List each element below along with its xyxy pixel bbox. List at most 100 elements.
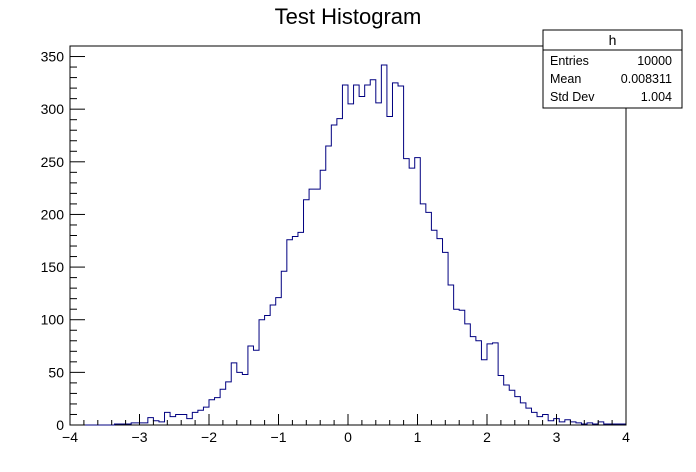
x-tick-label: −2 bbox=[201, 429, 217, 445]
histogram-bin bbox=[237, 372, 243, 425]
histogram-bin bbox=[470, 337, 476, 425]
histogram-bin bbox=[376, 103, 382, 425]
histogram-bin bbox=[370, 80, 376, 425]
histogram-bin bbox=[548, 421, 554, 425]
stats-value-entries: 10000 bbox=[637, 54, 672, 68]
y-tick-label: 50 bbox=[48, 364, 64, 380]
histogram-bins bbox=[114, 65, 626, 425]
histogram-bin bbox=[459, 310, 465, 425]
histogram-bin bbox=[515, 397, 521, 425]
histogram-bin bbox=[426, 212, 432, 425]
histogram-bin bbox=[381, 65, 387, 425]
y-tick-label: 350 bbox=[41, 49, 65, 65]
histogram-bin bbox=[359, 97, 365, 425]
histogram-bin bbox=[153, 421, 159, 425]
histogram-bin bbox=[498, 376, 504, 425]
y-tick-label: 200 bbox=[41, 206, 65, 222]
histogram-bin bbox=[337, 119, 343, 425]
stats-box-title: h bbox=[609, 32, 617, 48]
histogram-bin bbox=[259, 320, 265, 425]
stats-box: h Entries 10000 Mean 0.008311 Std Dev 1.… bbox=[542, 29, 683, 109]
histogram-bin bbox=[304, 200, 310, 425]
histogram-bin bbox=[409, 168, 415, 425]
stats-box-frame bbox=[542, 29, 683, 109]
stats-label-entries: Entries bbox=[550, 54, 589, 68]
y-tick-label: 100 bbox=[41, 312, 65, 328]
histogram-bin bbox=[431, 230, 437, 425]
histogram-bin bbox=[176, 414, 182, 425]
histogram-bin bbox=[198, 410, 204, 425]
histogram-bin bbox=[298, 232, 304, 425]
x-tick-label: −1 bbox=[271, 429, 287, 445]
stats-value-std-dev: 1.004 bbox=[641, 90, 672, 104]
x-tick-label: 1 bbox=[414, 429, 422, 445]
histogram-bin bbox=[265, 316, 271, 425]
x-tick-label: −3 bbox=[132, 429, 148, 445]
y-tick-label: 0 bbox=[56, 417, 64, 433]
histogram-bin bbox=[253, 350, 259, 425]
histogram-bin bbox=[203, 407, 209, 425]
histogram-bin bbox=[270, 305, 276, 425]
histogram-bin bbox=[276, 298, 282, 425]
histogram-bin bbox=[481, 360, 487, 425]
histogram-bin bbox=[387, 117, 393, 425]
histogram-bin bbox=[148, 418, 154, 425]
histogram-bin bbox=[287, 240, 293, 425]
stats-label-std-dev: Std Dev bbox=[550, 90, 595, 104]
histogram-bin bbox=[476, 341, 482, 425]
histogram-bin bbox=[487, 344, 493, 425]
histogram-bin bbox=[292, 237, 298, 425]
histogram-bin bbox=[315, 189, 321, 425]
y-axis: 0 50 100 150 200 250 300 350 bbox=[41, 45, 85, 433]
histogram-bin bbox=[342, 85, 348, 425]
histogram-bin bbox=[448, 285, 454, 425]
histogram-bin bbox=[509, 390, 515, 425]
histogram-bin bbox=[326, 146, 332, 425]
histogram-bin bbox=[226, 382, 232, 425]
y-tick-label: 300 bbox=[41, 101, 65, 117]
histogram-bin bbox=[437, 239, 443, 425]
x-tick-label: 4 bbox=[622, 429, 630, 445]
histogram-bin bbox=[309, 189, 315, 425]
histogram-bin bbox=[504, 385, 510, 425]
histogram-bin bbox=[493, 343, 499, 425]
histogram-bin bbox=[220, 389, 226, 425]
chart-title: Test Histogram bbox=[275, 4, 422, 29]
histogram-bin bbox=[565, 420, 571, 425]
histogram-bin bbox=[248, 346, 254, 425]
histogram-bin bbox=[365, 85, 371, 425]
histogram-bin bbox=[242, 374, 248, 425]
histogram-bin bbox=[398, 86, 404, 425]
histogram-outline bbox=[70, 64, 627, 426]
x-tick-label: −4 bbox=[62, 429, 78, 445]
histogram-bin bbox=[170, 417, 176, 425]
histogram-bin bbox=[331, 125, 337, 425]
histogram-bin bbox=[209, 400, 215, 425]
histogram-bin bbox=[354, 85, 360, 425]
histogram-bin bbox=[404, 159, 410, 425]
histogram-bin bbox=[215, 398, 221, 425]
histogram-bin bbox=[420, 204, 426, 425]
histogram-bin bbox=[348, 104, 354, 425]
histogram-bin bbox=[543, 414, 549, 425]
histogram-bin bbox=[187, 419, 193, 425]
histogram-bin bbox=[465, 324, 471, 425]
histogram-bin bbox=[181, 414, 187, 425]
histogram-bin bbox=[320, 170, 326, 425]
y-tick-label: 150 bbox=[41, 259, 65, 275]
histogram-bin bbox=[281, 271, 287, 425]
histogram-bin bbox=[443, 252, 449, 425]
histogram-bin bbox=[520, 403, 526, 425]
histogram-bin bbox=[454, 309, 460, 425]
x-tick-label: 3 bbox=[553, 429, 561, 445]
histogram-bin bbox=[531, 412, 537, 425]
histogram-bin bbox=[537, 417, 543, 425]
y-tick-label: 250 bbox=[41, 154, 65, 170]
histogram-bin bbox=[231, 363, 237, 425]
histogram-bin bbox=[392, 83, 398, 425]
stats-value-mean: 0.008311 bbox=[621, 72, 672, 86]
x-axis: −4 −3 −2 −1 0 1 2 3 4 bbox=[62, 414, 630, 445]
stats-label-mean: Mean bbox=[550, 72, 581, 86]
x-tick-label: 0 bbox=[344, 429, 352, 445]
